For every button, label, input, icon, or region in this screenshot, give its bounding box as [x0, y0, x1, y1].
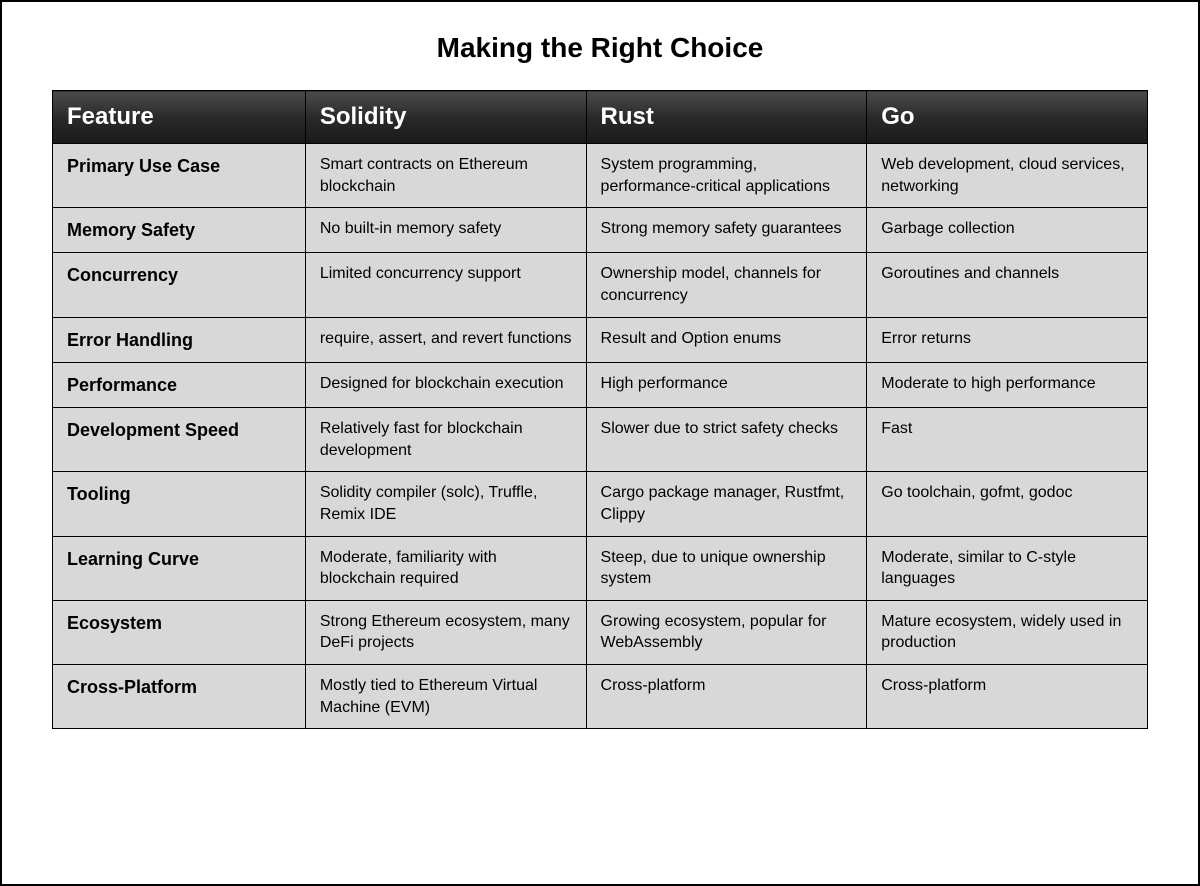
feature-cell: Development Speed	[53, 408, 306, 472]
solidity-cell: Moderate, familiarity with blockchain re…	[305, 536, 586, 600]
feature-cell: Learning Curve	[53, 536, 306, 600]
go-cell: Cross-platform	[867, 665, 1148, 729]
table-row: Tooling Solidity compiler (solc), Truffl…	[53, 472, 1148, 536]
comparison-table: Feature Solidity Rust Go Primary Use Cas…	[52, 90, 1148, 729]
solidity-cell: require, assert, and revert functions	[305, 317, 586, 362]
table-body: Primary Use Case Smart contracts on Ethe…	[53, 144, 1148, 729]
rust-cell: Growing ecosystem, popular for WebAssemb…	[586, 600, 867, 664]
feature-cell: Error Handling	[53, 317, 306, 362]
rust-cell: High performance	[586, 362, 867, 407]
col-header-go: Go	[867, 91, 1148, 144]
go-cell: Garbage collection	[867, 208, 1148, 253]
solidity-cell: Limited concurrency support	[305, 253, 586, 317]
rust-cell: Strong memory safety guarantees	[586, 208, 867, 253]
feature-cell: Performance	[53, 362, 306, 407]
feature-cell: Memory Safety	[53, 208, 306, 253]
go-cell: Moderate to high performance	[867, 362, 1148, 407]
page-title: Making the Right Choice	[52, 32, 1148, 64]
table-header-row: Feature Solidity Rust Go	[53, 91, 1148, 144]
rust-cell: Steep, due to unique ownership system	[586, 536, 867, 600]
solidity-cell: No built-in memory safety	[305, 208, 586, 253]
feature-cell: Ecosystem	[53, 600, 306, 664]
table-row: Memory Safety No built-in memory safety …	[53, 208, 1148, 253]
solidity-cell: Solidity compiler (solc), Truffle, Remix…	[305, 472, 586, 536]
table-row: Primary Use Case Smart contracts on Ethe…	[53, 144, 1148, 208]
rust-cell: Slower due to strict safety checks	[586, 408, 867, 472]
table-row: Ecosystem Strong Ethereum ecosystem, man…	[53, 600, 1148, 664]
go-cell: Web development, cloud services, network…	[867, 144, 1148, 208]
feature-cell: Concurrency	[53, 253, 306, 317]
table-row: Error Handling require, assert, and reve…	[53, 317, 1148, 362]
rust-cell: Result and Option enums	[586, 317, 867, 362]
go-cell: Error returns	[867, 317, 1148, 362]
rust-cell: Ownership model, channels for concurrenc…	[586, 253, 867, 317]
feature-cell: Tooling	[53, 472, 306, 536]
feature-cell: Cross-Platform	[53, 665, 306, 729]
table-row: Concurrency Limited concurrency support …	[53, 253, 1148, 317]
go-cell: Goroutines and channels	[867, 253, 1148, 317]
table-row: Performance Designed for blockchain exec…	[53, 362, 1148, 407]
go-cell: Fast	[867, 408, 1148, 472]
solidity-cell: Designed for blockchain execution	[305, 362, 586, 407]
solidity-cell: Mostly tied to Ethereum Virtual Machine …	[305, 665, 586, 729]
solidity-cell: Smart contracts on Ethereum blockchain	[305, 144, 586, 208]
col-header-solidity: Solidity	[305, 91, 586, 144]
table-row: Development Speed Relatively fast for bl…	[53, 408, 1148, 472]
go-cell: Moderate, similar to C-style languages	[867, 536, 1148, 600]
table-row: Cross-Platform Mostly tied to Ethereum V…	[53, 665, 1148, 729]
go-cell: Mature ecosystem, widely used in product…	[867, 600, 1148, 664]
go-cell: Go toolchain, gofmt, godoc	[867, 472, 1148, 536]
rust-cell: System programming, performance-critical…	[586, 144, 867, 208]
rust-cell: Cargo package manager, Rustfmt, Clippy	[586, 472, 867, 536]
col-header-rust: Rust	[586, 91, 867, 144]
solidity-cell: Relatively fast for blockchain developme…	[305, 408, 586, 472]
solidity-cell: Strong Ethereum ecosystem, many DeFi pro…	[305, 600, 586, 664]
table-row: Learning Curve Moderate, familiarity wit…	[53, 536, 1148, 600]
rust-cell: Cross-platform	[586, 665, 867, 729]
feature-cell: Primary Use Case	[53, 144, 306, 208]
col-header-feature: Feature	[53, 91, 306, 144]
